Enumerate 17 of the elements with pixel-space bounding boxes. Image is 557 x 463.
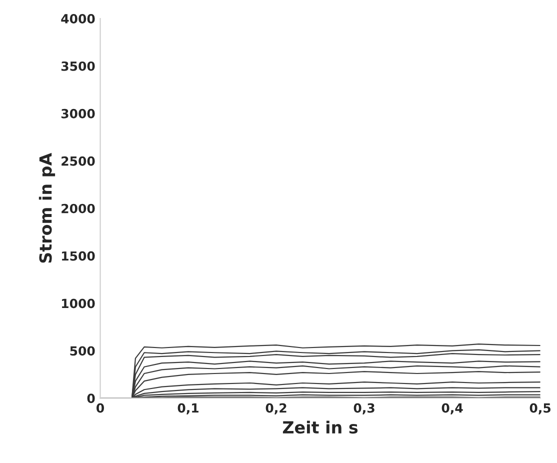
y-tick-label: 1500 — [62, 251, 95, 261]
y-tick-label: 0 — [87, 394, 95, 404]
y-tick-label: 3500 — [61, 61, 95, 71]
x-tick-label: 0,2 — [266, 403, 286, 414]
x-tick-label: 0,1 — [178, 403, 198, 414]
y-axis-title: Strom in pA — [38, 152, 56, 263]
y-tick-label: 500 — [70, 346, 95, 356]
y-tick-label: 3000 — [61, 108, 95, 118]
x-tick-label: 0 — [96, 403, 104, 413]
x-tick-label: 0,5 — [530, 403, 550, 414]
y-tick-label: 4000 — [61, 14, 95, 24]
x-axis-title: Zeit in s — [282, 420, 358, 434]
x-tick-label: 0,3 — [354, 403, 374, 414]
y-tick-label: 2000 — [62, 204, 95, 214]
y-tick-label: 2500 — [62, 156, 95, 166]
x-tick-label: 0,4 — [442, 403, 463, 414]
y-tick-label: 1000 — [62, 298, 95, 308]
